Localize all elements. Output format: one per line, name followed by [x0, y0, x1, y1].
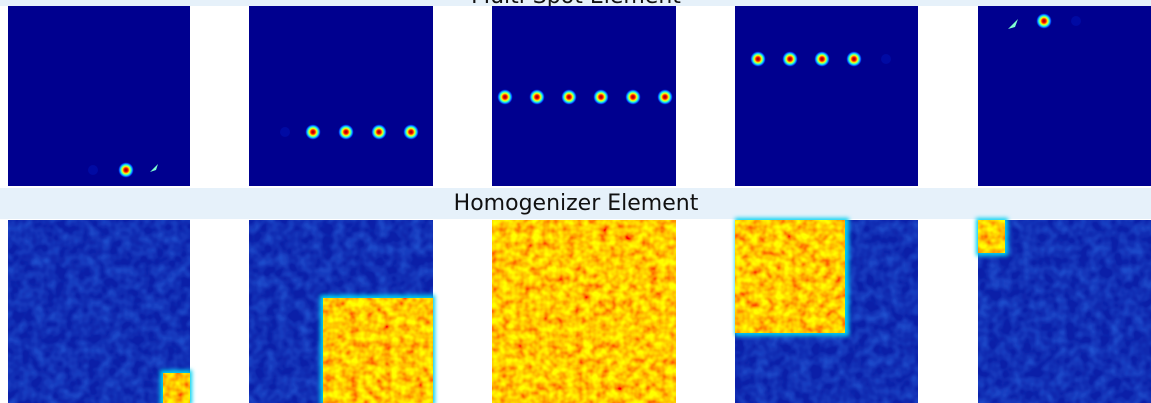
row-label: Homogenizer Element	[454, 191, 699, 216]
homogenizer-panels	[8, 218, 1151, 403]
label-band	[0, 188, 1151, 219]
label-band	[0, 0, 1151, 6]
spot-panels	[8, 6, 1151, 186]
row-label: Multi-Spot Element	[471, 0, 681, 9]
